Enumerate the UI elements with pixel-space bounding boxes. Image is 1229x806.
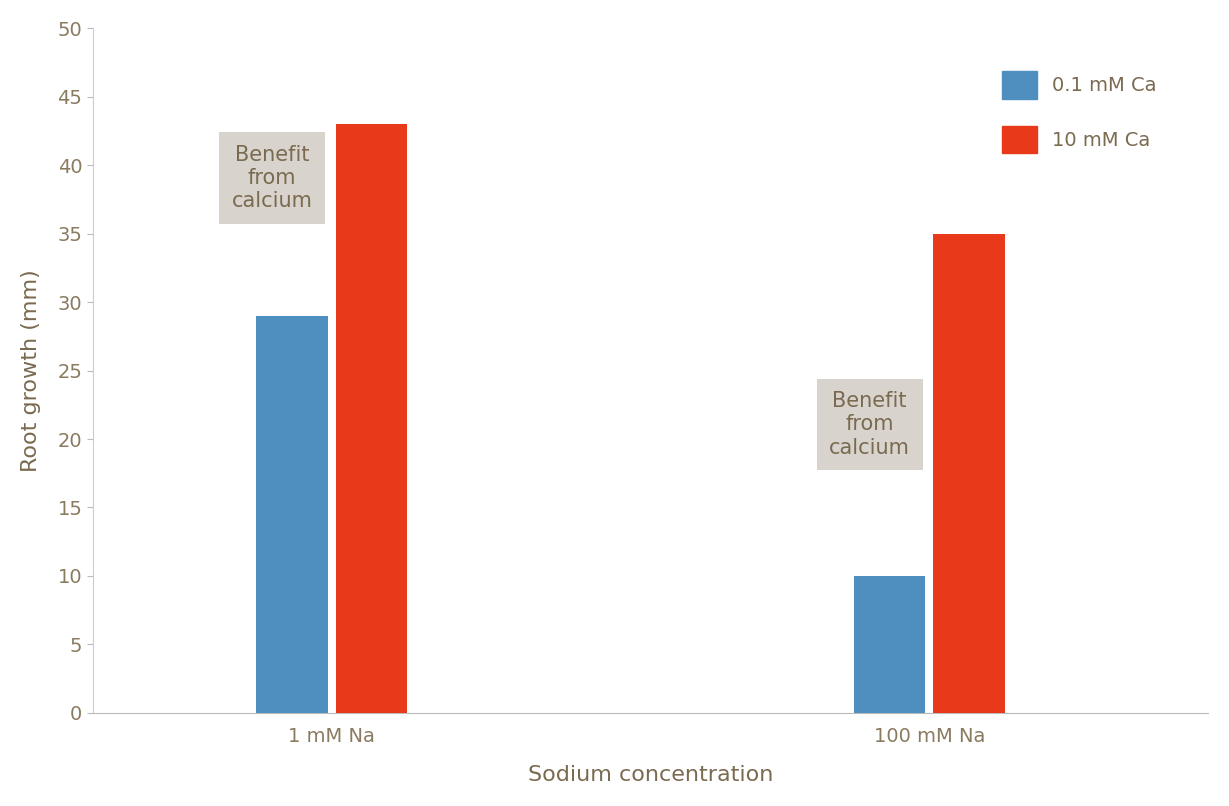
X-axis label: Sodium concentration: Sodium concentration: [527, 765, 773, 785]
Y-axis label: Root growth (mm): Root growth (mm): [21, 269, 41, 472]
Text: Benefit
from
calcium: Benefit from calcium: [231, 145, 312, 211]
Bar: [336, 124, 408, 713]
Legend: 0.1 mM Ca, 10 mM Ca: 0.1 mM Ca, 10 mM Ca: [982, 52, 1176, 172]
Bar: [854, 576, 925, 713]
Bar: [256, 316, 328, 713]
Bar: [933, 234, 1005, 713]
Text: Benefit
from
calcium: Benefit from calcium: [830, 391, 909, 458]
